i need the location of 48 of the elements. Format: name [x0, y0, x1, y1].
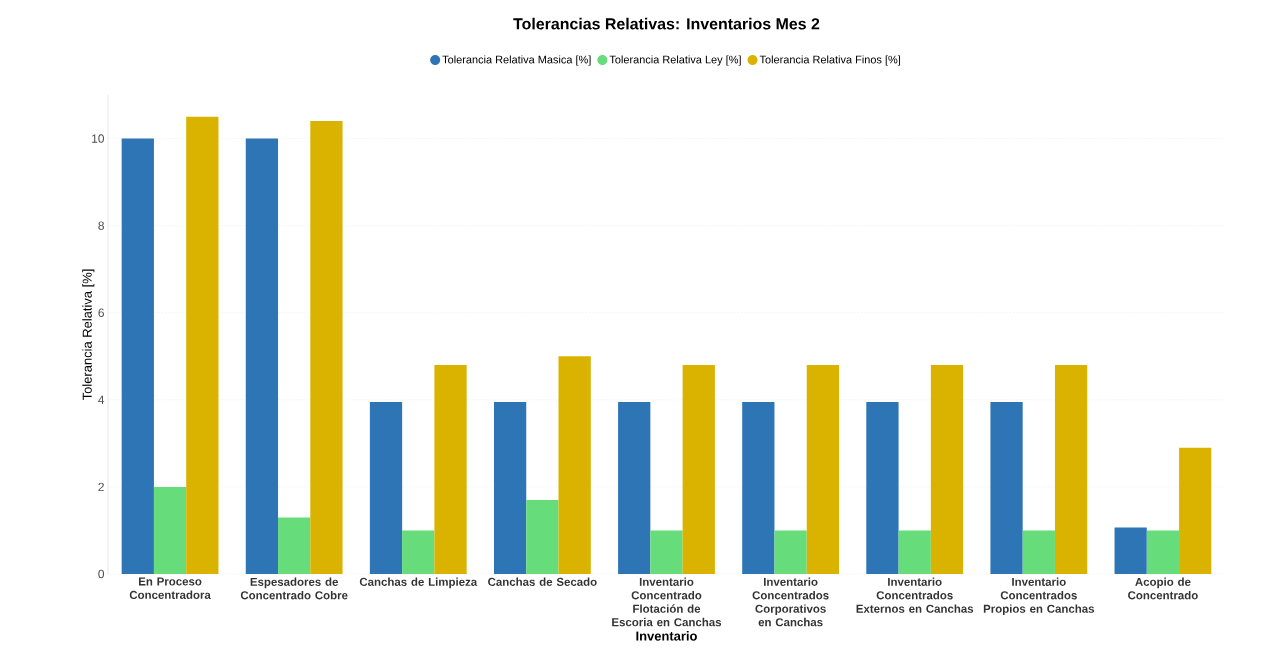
bar [618, 401, 651, 574]
bar [1022, 530, 1055, 574]
x-tick-label: Inventario Concentrados Corporativos en Canchas [752, 577, 829, 627]
bar [558, 356, 591, 574]
x-tick-label: Canchas de Secado [488, 577, 597, 586]
legend-label: Tolerancia Relativa Ley [%] [609, 55, 741, 66]
y-tick-label: 0 [98, 569, 105, 579]
x-tick-label: Canchas de Limpieza [359, 577, 478, 589]
bar [121, 138, 154, 574]
y-tick-label: 10 [92, 134, 105, 143]
x-tick-label: Inventario Concentrados Propios en Canchas [983, 577, 1095, 616]
x-tick-label: Espesadores de Concentrado Cobre [240, 577, 348, 600]
legend-label: Tolerancia Relativa Finos [%] [759, 55, 901, 66]
bar [866, 401, 899, 574]
bar [930, 364, 964, 574]
x-tick-label: En Proceso Concentradora [129, 577, 211, 599]
bar [434, 364, 467, 574]
x-tick-label: Acopio de Concentrado [1128, 577, 1198, 600]
bar [186, 116, 219, 574]
y-tick-label: 2 [98, 482, 104, 492]
bar [278, 517, 311, 574]
x-axis-title: Inventario [636, 631, 697, 641]
bar [493, 401, 527, 574]
bar [369, 401, 403, 574]
legend-label: Tolerancia Relativa Masica [%] [442, 55, 591, 66]
bar [1054, 364, 1088, 574]
bar [526, 499, 559, 574]
y-tick-label: 4 [98, 395, 105, 404]
bar [806, 364, 839, 574]
bar [682, 364, 715, 574]
bar [742, 401, 775, 574]
x-tick-label: Inventario Concentrado Flotación de Escoria en Canchas [612, 577, 722, 627]
x-tick-label: Inventario Concentrados Externos en Canchas [856, 577, 974, 613]
bar [402, 530, 435, 574]
bar [650, 530, 683, 574]
bar [1179, 447, 1212, 574]
bar [153, 486, 187, 574]
bar [990, 401, 1023, 574]
bar [1146, 530, 1180, 574]
y-axis-title: Tolerancia Relativa [%] [82, 269, 95, 401]
bar [245, 138, 279, 574]
chart-title: Tolerancias Relativas: Inventarios Mes 2 [513, 17, 820, 30]
y-tick-label: 6 [98, 308, 104, 317]
bar [898, 530, 931, 574]
bar [1114, 527, 1147, 574]
y-tick-label: 8 [98, 221, 104, 230]
bar [774, 530, 807, 574]
bar [310, 121, 343, 574]
